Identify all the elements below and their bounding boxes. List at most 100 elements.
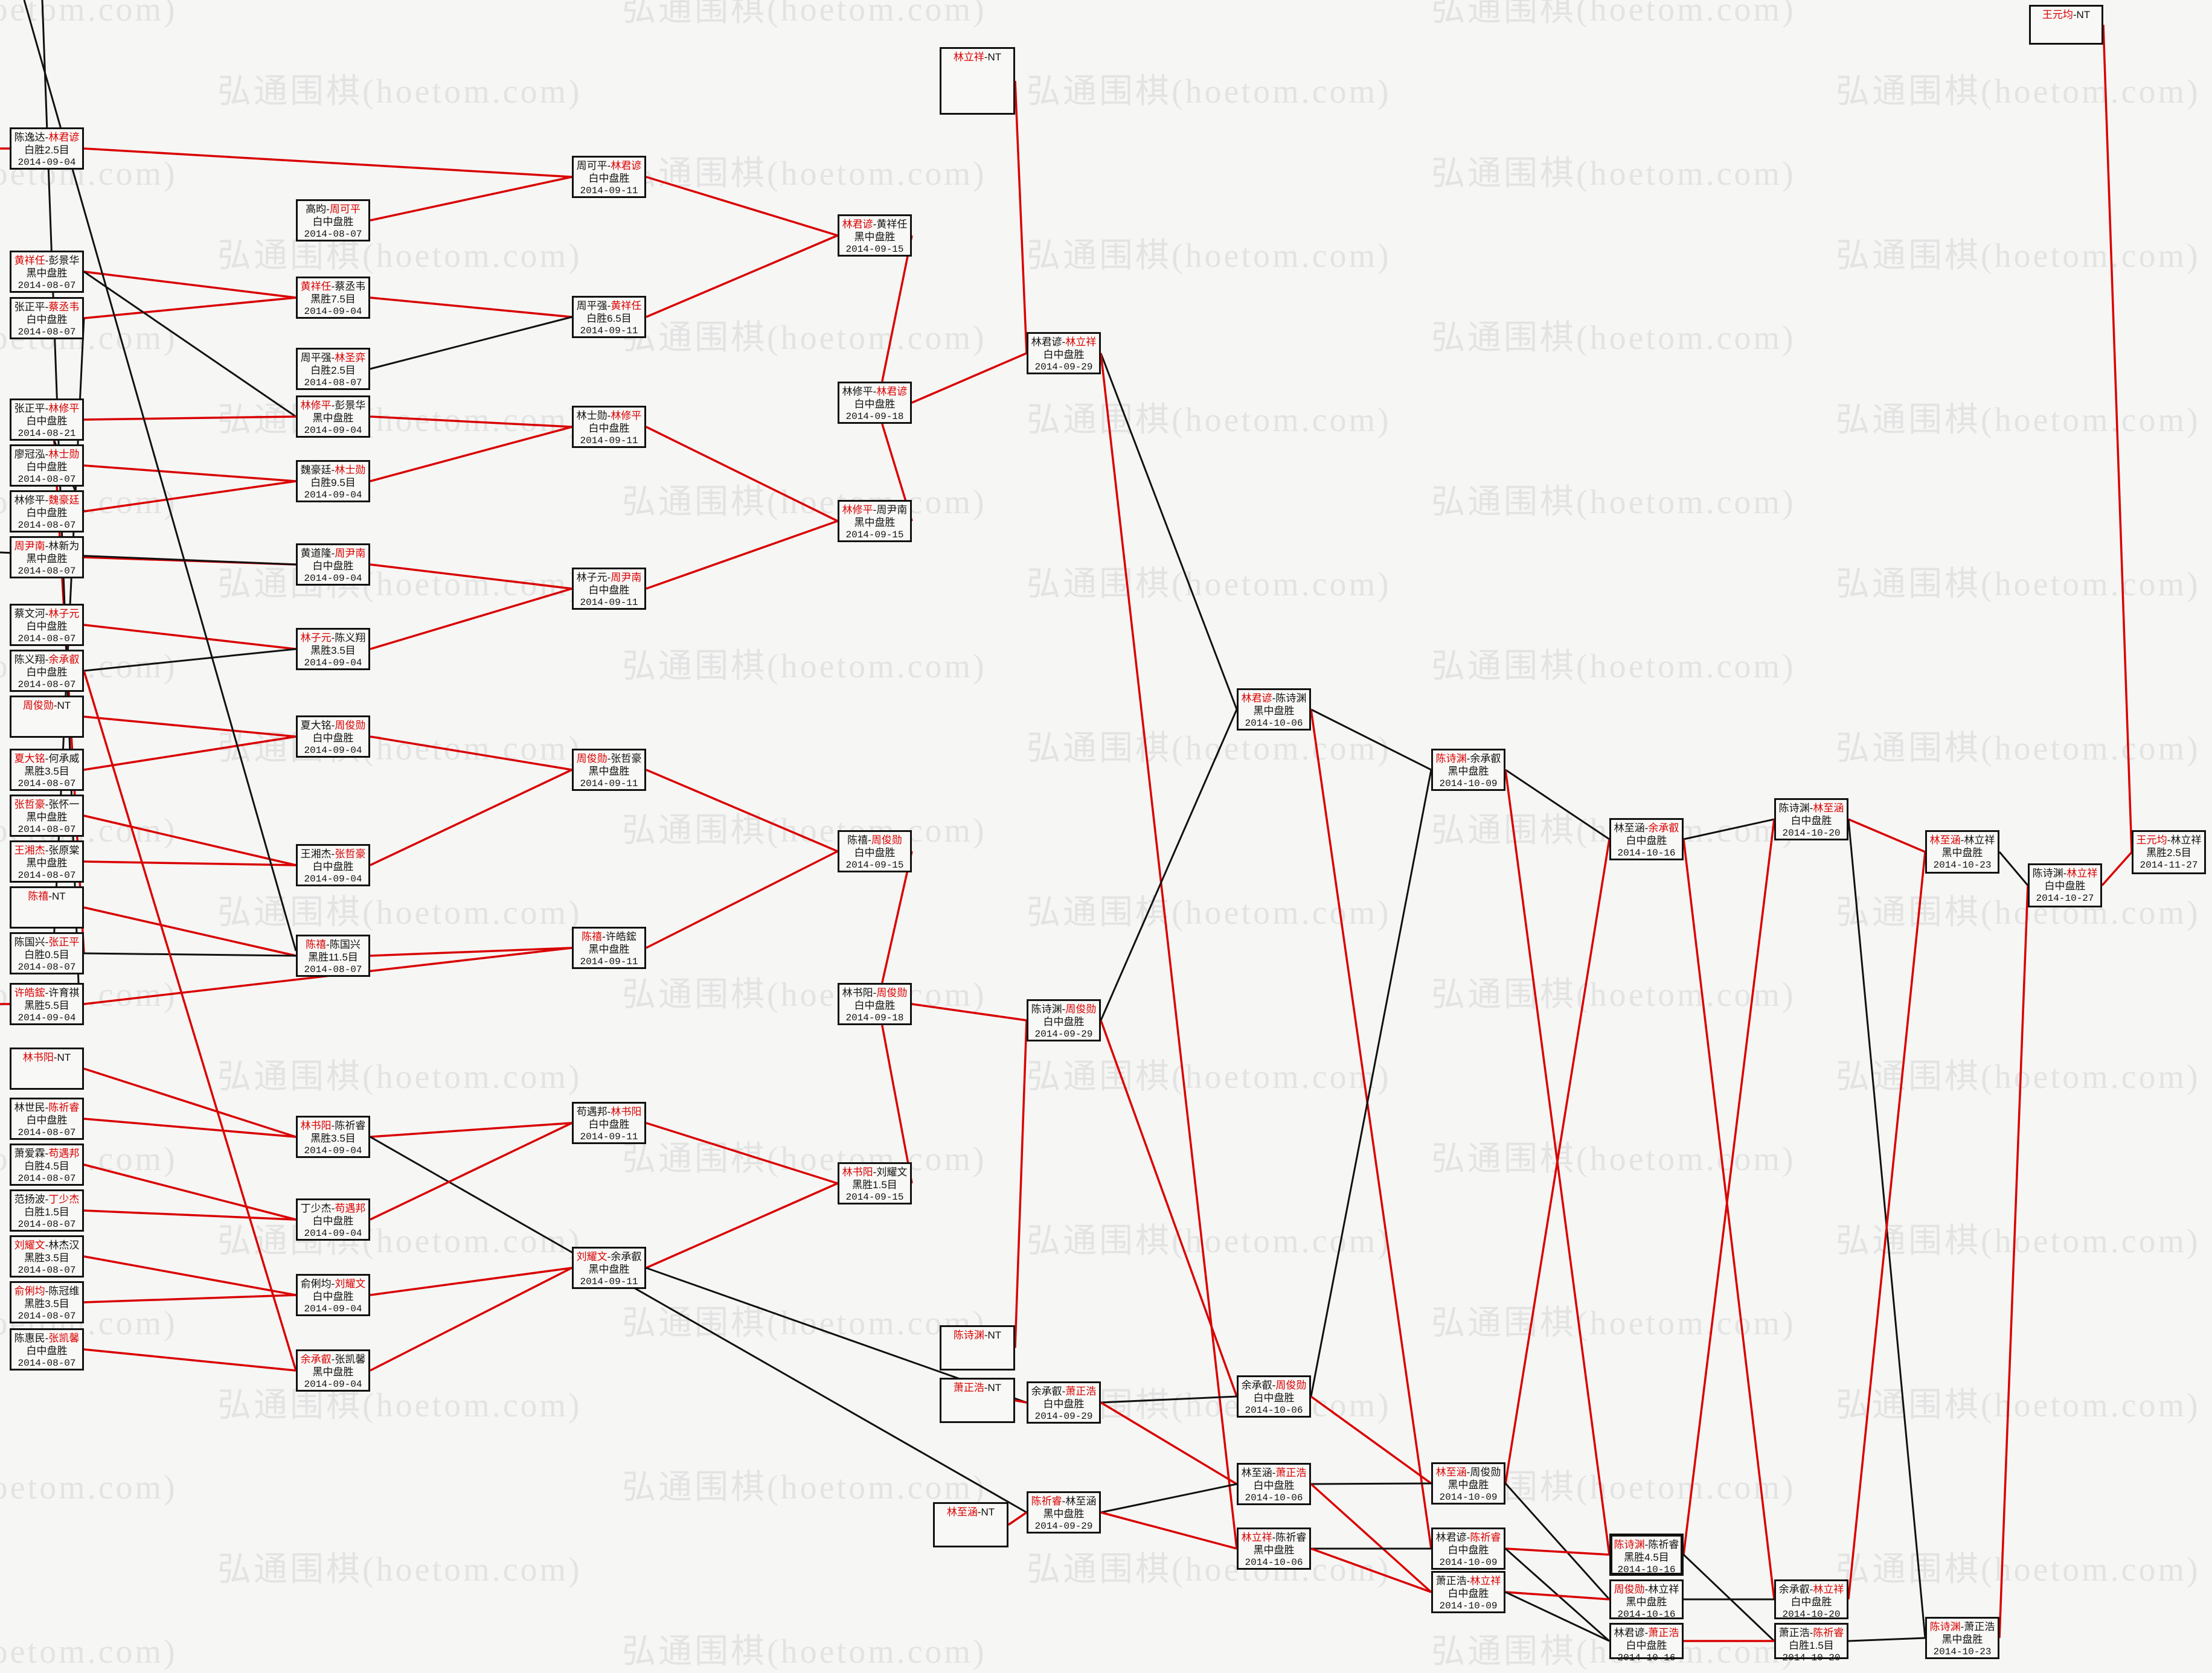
- result-text: 黑胜1.5目: [852, 1179, 897, 1191]
- watermark-text: 弘通围棋(hoetom.com): [622, 1469, 987, 1506]
- match-box[interactable]: 陈义翔-余承叡 白中盘胜 2014-08-07: [10, 650, 84, 692]
- player1-name: 林君谚: [842, 219, 873, 230]
- match-box[interactable]: 周平强-黄祥任 白胜6.5目 2014-09-11: [572, 296, 646, 338]
- match-box[interactable]: 陈逸达-林君谚 白胜2.5目 2014-09-04: [10, 127, 84, 170]
- match-box[interactable]: 林子元-陈义翔 黑胜3.5目 2014-09-04: [296, 628, 370, 670]
- watermark-text: 弘通围棋(hoetom.com): [1431, 484, 1796, 521]
- match-box[interactable]: 黄祥任-蔡丞韦 黑胜7.5目 2014-09-04: [296, 277, 370, 319]
- match-box[interactable]: 林君谚-陈诗渊 黑中盘胜 2014-10-06: [1237, 688, 1311, 731]
- match-box[interactable]: 苟遇邦-林书阳 白中盘胜 2014-09-11: [572, 1102, 646, 1144]
- match-box[interactable]: 林至涵-林立祥 黑中盘胜 2014-10-23: [1925, 830, 1999, 874]
- bye-box[interactable]: 周俊勋-NT: [10, 696, 84, 738]
- match-box[interactable]: 陈诗渊-余承叡 黑中盘胜 2014-10-09: [1431, 749, 1505, 791]
- bye-box[interactable]: 萧正浩-NT: [940, 1378, 1015, 1423]
- match-box[interactable]: 蔡文河-林子元 白中盘胜 2014-08-07: [10, 604, 84, 646]
- match-box[interactable]: 林君谚-萧正浩 白中盘胜 2014-10-16: [1609, 1623, 1684, 1663]
- winner-path-edge: [83, 1348, 297, 1372]
- match-box[interactable]: 林至涵-萧正浩 白中盘胜 2014-10-06: [1237, 1463, 1311, 1505]
- match-box[interactable]: 陈禧-周俊勋 白中盘胜 2014-09-15: [838, 830, 912, 872]
- match-box[interactable]: 林修平-林君谚 白中盘胜 2014-09-18: [838, 382, 912, 424]
- player1-name: 林世民: [14, 1102, 45, 1113]
- match-box[interactable]: 俞俐均-陈冠维 黑胜3.5目 2014-08-07: [10, 1281, 84, 1323]
- bye-box[interactable]: 林书阳-NT: [10, 1048, 84, 1090]
- match-box[interactable]: 陈禧-陈国兴 黑胜11.5目 2014-08-07: [296, 935, 370, 977]
- match-box[interactable]: 陈诗渊-林立祥 白中盘胜 2014-10-27: [2028, 863, 2102, 907]
- bye-box[interactable]: 陈诗渊-NT: [940, 1325, 1015, 1371]
- players-line: 陈禧-周俊勋: [839, 834, 910, 846]
- match-box[interactable]: 林至涵-周俊勋 黑中盘胜 2014-10-09: [1431, 1462, 1505, 1505]
- match-box[interactable]: 林修平-周尹南 黑中盘胜 2014-09-15: [838, 500, 912, 542]
- winner-path-edge: [370, 735, 572, 771]
- bye-box[interactable]: 王元均-NT: [2029, 5, 2103, 45]
- match-box[interactable]: 王湘杰-张原棠 黑中盘胜 2014-08-07: [10, 840, 84, 883]
- match-box[interactable]: 萧正浩-林立祥 白中盘胜 2014-10-09: [1431, 1571, 1505, 1613]
- match-box[interactable]: 林君谚-林立祥 白中盘胜 2014-09-29: [1027, 332, 1101, 374]
- match-box[interactable]: 周俊勋-张哲豪 黑中盘胜 2014-09-11: [572, 749, 646, 791]
- match-box[interactable]: 林书阳-陈祈睿 黑胜3.5目 2014-09-04: [296, 1116, 370, 1158]
- player1-name: 丁少杰: [300, 1203, 332, 1214]
- watermark-text: 弘通围棋(hoetom.com): [1431, 976, 1796, 1014]
- match-box[interactable]: 林士勋-林修平 白中盘胜 2014-09-11: [572, 406, 646, 448]
- match-box[interactable]: 高昀-周可平 白中盘胜 2014-08-07: [296, 199, 370, 242]
- player2-name: 周尹南: [611, 572, 642, 583]
- match-box[interactable]: 林子元-周尹南 白中盘胜 2014-09-11: [572, 568, 646, 610]
- match-box[interactable]: 夏大铭-何承威 黑胜3.5目 2014-08-07: [10, 749, 84, 791]
- match-box[interactable]: 刘耀文-林杰汉 黑胜3.5目 2014-08-07: [10, 1235, 84, 1278]
- match-box[interactable]: 林立祥-陈祈睿 黑中盘胜 2014-10-06: [1237, 1527, 1311, 1570]
- loser-path-edge: [83, 270, 297, 418]
- player2-name: 萧正浩: [1065, 1386, 1097, 1397]
- match-box[interactable]: 周俊勋-林立祥 黑中盘胜 2014-10-16: [1609, 1579, 1684, 1620]
- match-box[interactable]: 陈诗渊-周俊勋 白中盘胜 2014-09-29: [1027, 999, 1101, 1041]
- bye-box[interactable]: 林至涵-NT: [933, 1502, 1008, 1547]
- match-box[interactable]: 余承叡-张凯馨 黑中盘胜 2014-09-04: [296, 1349, 370, 1392]
- match-box[interactable]: 陈国兴-张正平 白胜0.5目 2014-08-07: [10, 932, 84, 974]
- match-box[interactable]: 萧爱霖-苟遇邦 白胜4.5目 2014-08-07: [10, 1144, 84, 1186]
- match-box[interactable]: 王湘杰-张哲豪 白中盘胜 2014-09-04: [296, 844, 370, 886]
- match-box[interactable]: 陈诗渊-林至涵 白中盘胜 2014-10-20: [1774, 798, 1848, 840]
- match-box[interactable]: 陈惠民-张凯馨 白中盘胜 2014-08-07: [10, 1328, 84, 1371]
- match-box[interactable]: 林君谚-陈祈睿 白中盘胜 2014-10-09: [1431, 1527, 1505, 1570]
- match-box[interactable]: 周平强-林圣弈 白胜2.5目 2014-08-07: [296, 348, 370, 390]
- match-box[interactable]: 林君谚-黄祥任 黑中盘胜 2014-09-15: [838, 214, 912, 257]
- match-box[interactable]: 魏豪廷-林士勋 白胜9.5目 2014-09-04: [296, 460, 370, 502]
- match-box[interactable]: 张正平-蔡丞韦 白中盘胜 2014-08-07: [10, 297, 84, 339]
- match-box[interactable]: 许皓鋐-许育祺 黑胜5.5目 2014-09-04: [10, 983, 84, 1025]
- game-date: 2014-10-20: [1782, 1652, 1841, 1663]
- vs-separator: -: [45, 449, 49, 460]
- players-line: 陈禧-许皓鋐: [574, 930, 644, 943]
- match-box[interactable]: 黄祥任-彭景华 黑中盘胜 2014-08-07: [10, 251, 84, 293]
- match-box[interactable]: 张正平-林修平 白中盘胜 2014-08-21: [10, 398, 84, 441]
- bye-box[interactable]: 陈禧-NT: [10, 886, 84, 929]
- match-box[interactable]: 林修平-彭景华 黑中盘胜 2014-09-04: [296, 395, 370, 438]
- match-box[interactable]: 夏大铭-周俊勋 白中盘胜 2014-09-04: [296, 715, 370, 758]
- match-box[interactable]: 陈诗渊-陈祈睿 黑胜4.5目 2014-10-16: [1609, 1534, 1684, 1576]
- match-box[interactable]: 张哲豪-张怀一 黑中盘胜 2014-08-07: [10, 795, 84, 837]
- match-box[interactable]: 俞俐均-刘耀文 白中盘胜 2014-09-04: [296, 1274, 370, 1316]
- match-box[interactable]: 黄道隆-周尹南 白中盘胜 2014-09-04: [296, 543, 370, 586]
- winner-path-edge: [646, 850, 838, 949]
- match-box[interactable]: 陈祈睿-林至涵 黑中盘胜 2014-09-29: [1027, 1491, 1101, 1534]
- match-box[interactable]: 萧正浩-陈祈睿 白胜1.5目 2014-10-20: [1774, 1623, 1848, 1663]
- match-box[interactable]: 刘耀文-余承叡 黑中盘胜 2014-09-11: [572, 1247, 646, 1289]
- match-box[interactable]: 陈诗渊-萧正浩 黑中盘胜 2014-10-23: [1925, 1617, 1999, 1659]
- players-line: 周俊勋-林立祥: [1611, 1583, 1682, 1596]
- match-box[interactable]: 林世民-陈祈睿 白中盘胜 2014-08-07: [10, 1098, 84, 1140]
- match-box[interactable]: 余承叡-周俊勋 白中盘胜 2014-10-06: [1237, 1375, 1311, 1418]
- watermark-text: 弘通围棋(hoetom.com): [622, 812, 987, 849]
- match-box[interactable]: 范扬波-丁少杰 白胜1.5目 2014-08-07: [10, 1189, 84, 1232]
- match-box[interactable]: 林修平-魏豪廷 白中盘胜 2014-08-07: [10, 490, 84, 533]
- match-box[interactable]: 王元均-林立祥 黑胜2.5目 2014-11-27: [2132, 830, 2206, 874]
- bye-box[interactable]: 林立祥-NT: [940, 47, 1015, 115]
- match-box[interactable]: 廖冠泓-林士勋 白中盘胜 2014-08-07: [10, 444, 84, 487]
- match-box[interactable]: 陈禧-许皓鋐 黑中盘胜 2014-09-11: [572, 927, 646, 969]
- match-box[interactable]: 周可平-林君谚 白中盘胜 2014-09-11: [572, 156, 646, 198]
- match-box[interactable]: 余承叡-萧正浩 白中盘胜 2014-09-29: [1027, 1381, 1101, 1424]
- players-line: 林子元-陈义翔: [298, 632, 368, 644]
- match-box[interactable]: 丁少杰-苟遇邦 白中盘胜 2014-09-04: [296, 1198, 370, 1241]
- match-box[interactable]: 林书阳-周俊勋 白中盘胜 2014-09-18: [838, 983, 912, 1025]
- match-box[interactable]: 林至涵-余承叡 白中盘胜 2014-10-16: [1609, 818, 1684, 860]
- match-box[interactable]: 周尹南-林新为 黑中盘胜 2014-08-07: [10, 536, 84, 578]
- match-box[interactable]: 林书阳-刘耀文 黑胜1.5目 2014-09-15: [838, 1162, 912, 1204]
- match-box[interactable]: 余承叡-林立祥 白中盘胜 2014-10-20: [1774, 1579, 1848, 1620]
- watermark-text: 弘通围棋(hoetom.com): [622, 484, 987, 521]
